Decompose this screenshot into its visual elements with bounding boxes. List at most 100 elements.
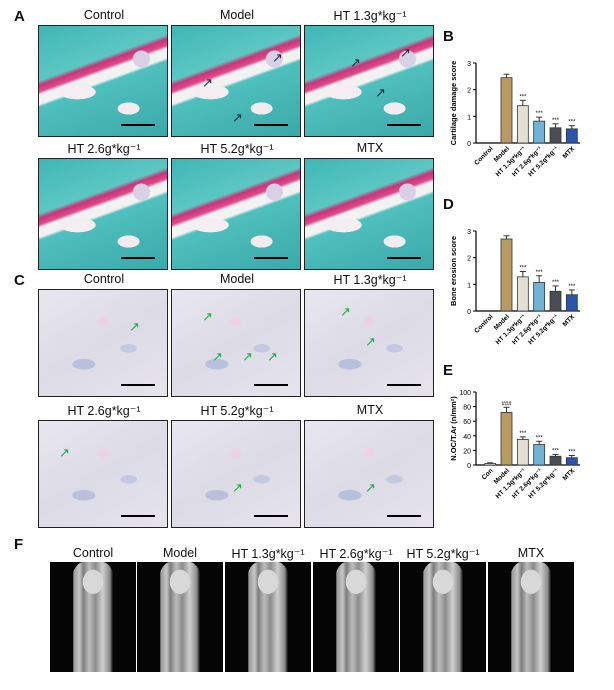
panel-label-c: C bbox=[14, 272, 25, 289]
bar-mtx bbox=[565, 457, 578, 466]
bar-ht2.6 bbox=[533, 282, 546, 312]
y-tick-label: 2 bbox=[467, 256, 471, 263]
significance-label: *** bbox=[536, 111, 544, 117]
panel-label-f: F bbox=[14, 536, 24, 553]
y-tick-label: 2 bbox=[467, 88, 471, 95]
bar-ht2.6 bbox=[533, 120, 546, 144]
micro-ct-image bbox=[313, 562, 399, 672]
arrow-icon: ↗ bbox=[232, 480, 243, 495]
ct-image-title: MTX bbox=[517, 546, 545, 560]
image-title: MTX bbox=[356, 141, 384, 155]
arrow-icon: ↗ bbox=[232, 110, 243, 125]
panel-label-b: B bbox=[443, 28, 454, 45]
y-tick-label: 3 bbox=[467, 61, 471, 68]
y-tick-label: 1 bbox=[467, 114, 471, 121]
arrow-icon: ↗ bbox=[129, 319, 140, 334]
image-title: HT 2.6g*kg⁻¹ bbox=[67, 404, 141, 418]
scale-bar bbox=[121, 257, 155, 259]
bar-ht5.2 bbox=[549, 127, 562, 144]
ct-image-title: HT 5.2g*kg⁻¹ bbox=[406, 547, 480, 561]
x-tick-label: Con bbox=[481, 467, 495, 481]
y-tick-label: 40 bbox=[463, 434, 471, 441]
scale-bar bbox=[121, 124, 155, 126]
significance-label: *** bbox=[536, 270, 544, 276]
arrow-icon: ↗ bbox=[375, 85, 386, 100]
y-tick-label: 100 bbox=[459, 390, 471, 397]
image-title: HT 5.2g*kg⁻¹ bbox=[200, 142, 274, 156]
image-title: Model bbox=[219, 272, 255, 286]
significance-label: *** bbox=[552, 448, 560, 454]
scale-bar bbox=[121, 384, 155, 386]
x-tick-label: MTX bbox=[562, 467, 577, 482]
panel-label-a: A bbox=[14, 8, 25, 25]
x-tick-label: MTX bbox=[562, 313, 577, 328]
trap-stain-image: ↗ bbox=[304, 420, 434, 528]
x-tick-label: MTX bbox=[562, 145, 577, 160]
arrow-icon: ↗ bbox=[212, 349, 223, 364]
panel-label-e: E bbox=[443, 362, 454, 379]
x-tick-label: Control bbox=[473, 145, 494, 166]
bar-ht5.2 bbox=[549, 455, 562, 466]
safranin-o-histology-image: ↗ ↗ ↗ bbox=[304, 25, 434, 137]
scale-bar bbox=[254, 515, 288, 517]
bar-ht5.2 bbox=[549, 290, 562, 312]
arrow-icon: ↗ bbox=[59, 445, 70, 460]
scale-bar bbox=[387, 257, 421, 259]
scale-bar bbox=[387, 384, 421, 386]
micro-ct-image bbox=[50, 562, 136, 672]
significance-label: *** bbox=[568, 120, 576, 126]
bar-ht1.3 bbox=[516, 105, 529, 144]
y-tick-label: 20 bbox=[463, 448, 471, 455]
safranin-o-histology-image bbox=[171, 158, 301, 270]
bar-mtx bbox=[565, 128, 578, 144]
image-title: Control bbox=[83, 272, 125, 286]
arrow-icon: ↗ bbox=[350, 55, 361, 70]
arrow-icon: ↗ bbox=[202, 75, 213, 90]
bar-ht2.6 bbox=[533, 444, 546, 466]
y-axis-label: Cartilage damage score bbox=[449, 61, 458, 146]
y-tick-label: 60 bbox=[463, 419, 471, 426]
significance-label: *** bbox=[552, 118, 560, 124]
bar-ht1.3 bbox=[516, 439, 529, 466]
scale-bar bbox=[387, 124, 421, 126]
arrow-icon: ↗ bbox=[365, 334, 376, 349]
scale-bar bbox=[254, 384, 288, 386]
micro-ct-image bbox=[137, 562, 223, 672]
scale-bar bbox=[387, 515, 421, 517]
significance-label: *** bbox=[568, 284, 576, 290]
arrow-icon: ↗ bbox=[340, 304, 351, 319]
image-title: HT 5.2g*kg⁻¹ bbox=[200, 404, 274, 418]
y-tick-label: 0 bbox=[467, 141, 471, 148]
y-axis-label: N.OC/T.Ar (n/mm²) bbox=[449, 396, 458, 461]
micro-ct-image bbox=[225, 562, 311, 672]
safranin-o-histology-image bbox=[38, 158, 168, 270]
image-title: HT 1.3g*kg⁻¹ bbox=[333, 273, 407, 287]
image-title: HT 2.6g*kg⁻¹ bbox=[67, 142, 141, 156]
bar-model bbox=[500, 77, 513, 144]
y-tick-label: 0 bbox=[467, 309, 471, 316]
y-tick-label: 1 bbox=[467, 282, 471, 289]
trap-stain-image: ↗ ↗ bbox=[304, 289, 434, 397]
trap-stain-image: ↗ ↗ ↗ ↗ bbox=[171, 289, 301, 397]
ct-image-title: HT 1.3g*kg⁻¹ bbox=[231, 547, 305, 561]
scale-bar bbox=[121, 515, 155, 517]
significance-label: ### bbox=[501, 401, 512, 407]
safranin-o-histology-image: ↗ ↗ ↗ bbox=[171, 25, 301, 137]
y-tick-label: 80 bbox=[463, 405, 471, 412]
arrow-icon: ↗ bbox=[202, 309, 213, 324]
micro-ct-image bbox=[400, 562, 486, 672]
bar-ht1.3 bbox=[516, 276, 529, 312]
significance-label: *** bbox=[536, 435, 544, 441]
safranin-o-histology-image bbox=[304, 158, 434, 270]
scale-bar bbox=[254, 124, 288, 126]
arrow-icon: ↗ bbox=[272, 50, 283, 65]
y-axis-label: Bone erosion score bbox=[449, 236, 458, 306]
trap-stain-image: ↗ bbox=[38, 289, 168, 397]
bar-mtx bbox=[565, 294, 578, 312]
y-tick-label: 0 bbox=[467, 463, 471, 470]
safranin-o-histology-image bbox=[38, 25, 168, 137]
arrow-icon: ↗ bbox=[267, 349, 278, 364]
